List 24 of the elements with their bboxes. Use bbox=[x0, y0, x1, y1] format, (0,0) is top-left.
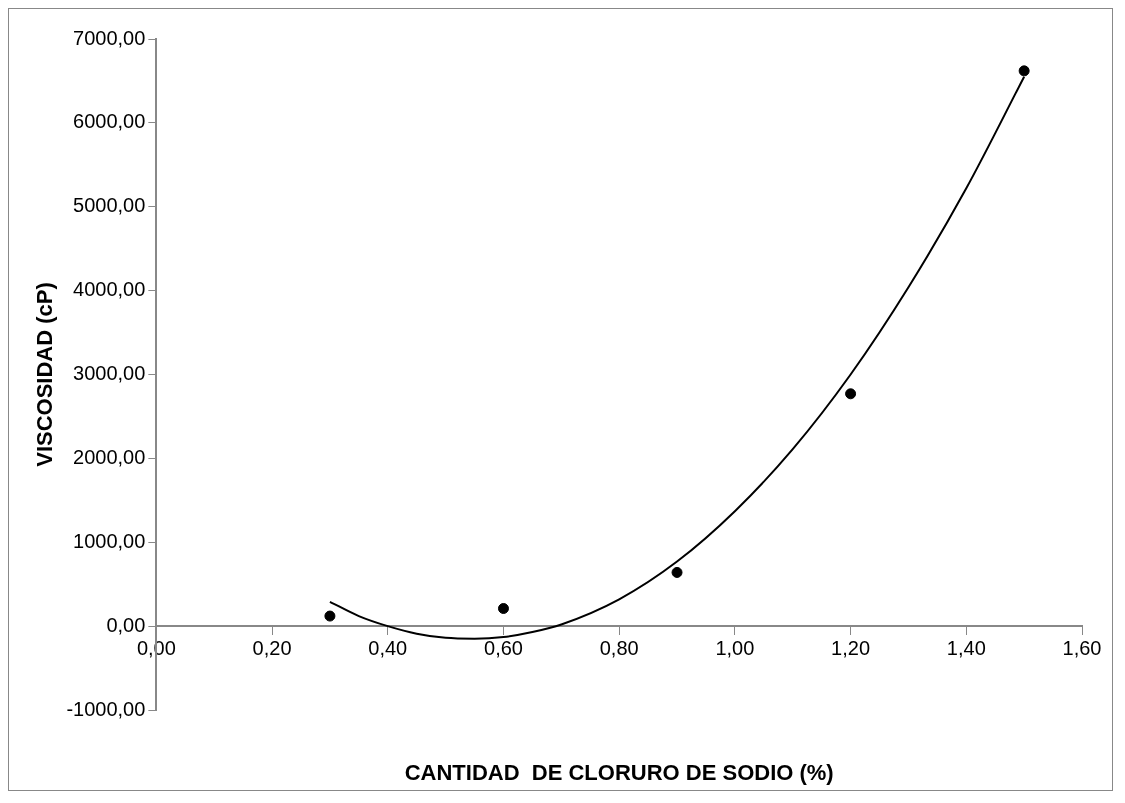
x-tick-label: 0,40 bbox=[368, 636, 408, 659]
point bbox=[324, 610, 336, 622]
point bbox=[1018, 65, 1030, 77]
x-tick-label: 1,20 bbox=[831, 636, 871, 659]
y-axis-title: VISCOSIDAD (cP) bbox=[32, 282, 58, 467]
x-tick-label: 0,80 bbox=[599, 636, 639, 659]
y-tick-label: 7000,00 bbox=[73, 26, 146, 49]
x-tick-label: 1,60 bbox=[1062, 636, 1102, 659]
y-tick-label: 5000,00 bbox=[73, 194, 146, 217]
y-tick-label: 6000,00 bbox=[73, 110, 146, 133]
x-tick-label: 0,60 bbox=[484, 636, 523, 659]
x-tick-label: 1,40 bbox=[946, 636, 986, 659]
x-axis-title: CANTIDAD DE CLORURO DE SODIO (%) bbox=[404, 760, 834, 786]
y-tick-label: 0,00 bbox=[106, 613, 146, 636]
y-tick-label: -1000,00 bbox=[66, 697, 146, 720]
y-tick-label: 3000,00 bbox=[73, 362, 146, 385]
y-tick-label: 2000,00 bbox=[73, 445, 146, 468]
point bbox=[845, 388, 857, 400]
y-tick-label: 4000,00 bbox=[73, 278, 146, 301]
x-tick-label: 1,00 bbox=[715, 636, 755, 659]
point bbox=[671, 566, 683, 578]
y-tick-label: 1000,00 bbox=[73, 529, 146, 552]
x-tick-label: 0,20 bbox=[252, 636, 292, 659]
point bbox=[497, 603, 509, 615]
